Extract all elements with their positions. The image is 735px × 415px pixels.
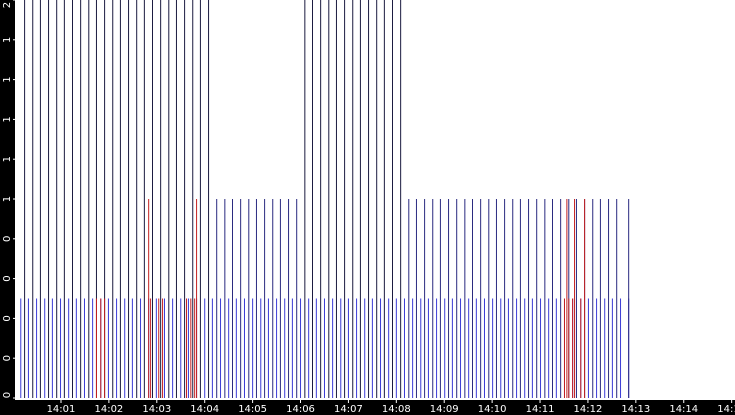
x-tick-label: 14:03	[142, 404, 171, 415]
x-tick-label: 14:13	[621, 404, 650, 415]
y-tick-label: 0	[2, 392, 13, 398]
x-tick-label: 14:12	[574, 404, 603, 415]
x-tick-label: 14:02	[94, 404, 123, 415]
x-tick-label: 14:09	[430, 404, 459, 415]
x-tick-label: 14:14	[669, 404, 698, 415]
y-tick-label: 1	[2, 37, 13, 43]
x-axis-strip	[0, 400, 735, 415]
x-tick-label: 14:05	[238, 404, 267, 415]
y-tick-label: 0	[2, 275, 13, 281]
x-tick-label: 14:08	[382, 404, 411, 415]
y-tick-label: 1	[2, 156, 13, 162]
x-tick-label: 14:06	[286, 404, 315, 415]
x-tick-label: 14:04	[190, 404, 219, 415]
y-tick-label: 0	[2, 355, 13, 361]
y-tick-label: 1	[2, 116, 13, 122]
x-tick-label: 14:07	[334, 404, 363, 415]
y-tick-label: 1	[2, 196, 13, 202]
y-tick-label: 2	[2, 2, 13, 8]
x-tick-label: 14:10	[478, 404, 507, 415]
x-tick-label: 14:15	[717, 404, 735, 415]
y-tick-label: 0	[2, 236, 13, 242]
x-tick-label: 14:11	[526, 404, 555, 415]
x-tick-label: 14:01	[47, 404, 76, 415]
y-tick-label: 0	[2, 315, 13, 321]
y-axis-strip	[0, 0, 15, 415]
y-tick-label: 1	[2, 76, 13, 82]
